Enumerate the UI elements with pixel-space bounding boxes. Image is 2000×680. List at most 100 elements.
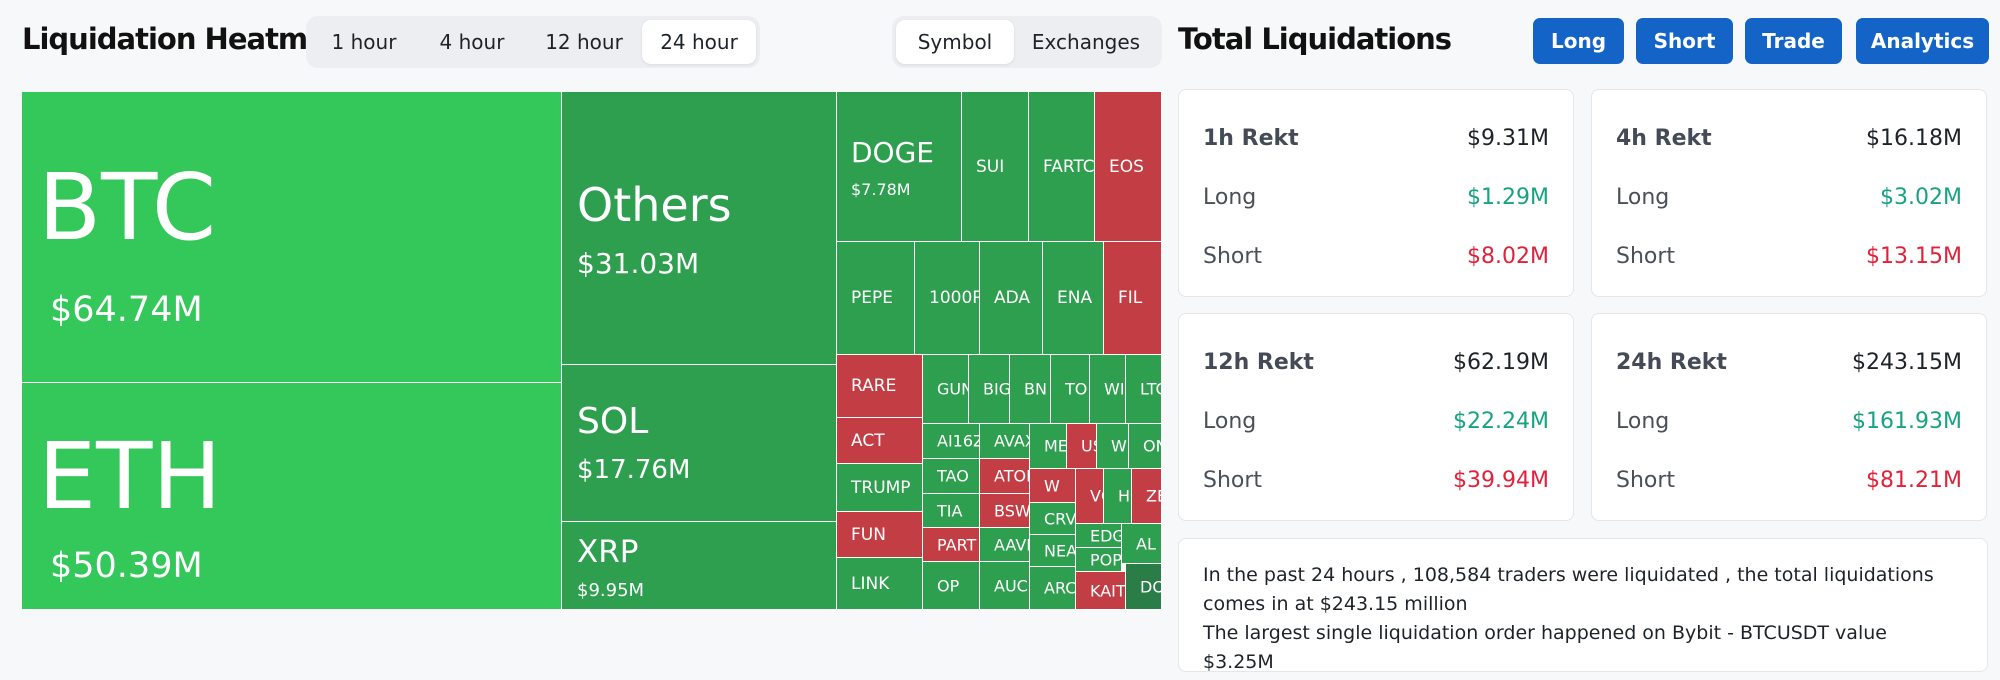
heatmap-tile-near[interactable]: NEAR: [1030, 535, 1076, 567]
heatmap-tile-1000p[interactable]: 1000P: [915, 242, 980, 355]
heatmap-tile-sui[interactable]: SUI: [962, 92, 1029, 242]
heatmap-tile-rare[interactable]: RARE: [837, 355, 923, 418]
tile-symbol: ARC: [1044, 578, 1076, 598]
heatmap-title: Liquidation Heatmap: [22, 22, 346, 56]
tile-symbol: ADA: [994, 288, 1031, 308]
short-button[interactable]: Short: [1636, 18, 1733, 64]
heatmap-tile-tia[interactable]: TIA: [923, 494, 980, 528]
analytics-button[interactable]: Analytics: [1856, 18, 1989, 64]
heatmap-tile-h[interactable]: H: [1104, 469, 1132, 524]
heatmap-tile-btc[interactable]: BTC $64.74M: [22, 92, 562, 383]
heatmap-tile-us[interactable]: US: [1067, 424, 1097, 469]
tile-symbol: LINK: [851, 573, 890, 594]
long-value: $161.93M: [1852, 408, 1962, 434]
tile-symbol: OP: [937, 576, 960, 595]
heatmap-tile-do[interactable]: DO: [1126, 564, 1162, 610]
heatmap-tile-al[interactable]: AL: [1122, 524, 1162, 564]
heatmap-tile-on[interactable]: ON: [1129, 424, 1162, 469]
tab-symbol[interactable]: Symbol: [896, 20, 1014, 64]
heatmap-tile-pepe[interactable]: PEPE: [837, 242, 915, 355]
heatmap-tile-edg[interactable]: EDG: [1076, 524, 1122, 548]
tile-symbol: FIL: [1118, 288, 1143, 308]
heatmap-tile-to[interactable]: TO: [1051, 355, 1090, 424]
time-range-tabs: 1 hour 4 hour 12 hour 24 hour: [306, 16, 760, 68]
heatmap-tile-others[interactable]: Others $31.03M: [562, 92, 837, 365]
heatmap-tile-pop[interactable]: POP: [1076, 548, 1122, 572]
tile-symbol: AAVE: [994, 535, 1029, 554]
heatmap-tile-link[interactable]: LINK: [837, 558, 923, 610]
tile-symbol: VC: [1090, 486, 1103, 506]
heatmap-tile-w[interactable]: W: [1030, 469, 1076, 503]
tile-value: $64.74M: [50, 290, 203, 330]
tile-symbol: POP: [1090, 550, 1122, 569]
tile-symbol: AUC: [994, 576, 1028, 595]
tile-symbol: SUI: [976, 156, 1005, 177]
card-label: 24h Rekt: [1616, 349, 1727, 375]
tile-symbol: AL: [1136, 534, 1156, 553]
heatmap-tile-wi[interactable]: WI: [1090, 355, 1126, 424]
heatmap-tile-w2[interactable]: W: [1097, 424, 1129, 469]
tab-1-hour[interactable]: 1 hour: [331, 30, 397, 54]
long-value: $1.29M: [1467, 184, 1549, 210]
short-value: $8.02M: [1467, 243, 1549, 269]
heatmap-tile-aave[interactable]: AAVE: [980, 528, 1030, 562]
short-value: $13.15M: [1866, 243, 1962, 269]
heatmap-tile-fartc[interactable]: FARTC: [1029, 92, 1095, 242]
long-value: $3.02M: [1880, 184, 1962, 210]
heatmap-tile-ze[interactable]: ZE: [1132, 469, 1162, 524]
heatmap-tile-bsw[interactable]: BSW: [980, 494, 1030, 528]
rekt-card-12h: 12h Rekt $62.19M Long $22.24M Short $39.94M: [1178, 313, 1574, 521]
heatmap-tile-eos[interactable]: EOS: [1095, 92, 1162, 242]
card-label: 12h Rekt: [1203, 349, 1314, 375]
heatmap-tile-op[interactable]: OP: [923, 562, 980, 610]
tile-value: $50.39M: [50, 546, 203, 586]
rekt-card-1h: 1h Rekt $9.31M Long $1.29M Short $8.02M: [1178, 89, 1574, 297]
heatmap-tile-vc[interactable]: VC: [1076, 469, 1104, 524]
trade-button[interactable]: Trade: [1745, 18, 1842, 64]
tile-symbol: AVAX: [994, 431, 1029, 451]
heatmap-tile-fun[interactable]: FUN: [837, 512, 923, 558]
heatmap-tile-ada[interactable]: ADA: [980, 242, 1043, 355]
heatmap-tile-me[interactable]: ME: [1030, 424, 1067, 469]
heatmap-tile-eth[interactable]: ETH $50.39M: [22, 383, 562, 610]
tile-symbol: BSW: [994, 501, 1030, 520]
tile-symbol: TO: [1065, 379, 1088, 399]
card-total: $16.18M: [1866, 125, 1962, 151]
heatmap-tile-auc[interactable]: AUC: [980, 562, 1030, 610]
summary-line-total: In the past 24 hours , 108,584 traders w…: [1203, 564, 1934, 615]
heatmap-tile-fil[interactable]: FIL: [1104, 242, 1162, 355]
tab-12-hour[interactable]: 12 hour: [545, 30, 623, 54]
heatmap-tile-gun[interactable]: GUN: [923, 355, 969, 424]
liquidation-summary: In the past 24 hours , 108,584 traders w…: [1178, 538, 1988, 673]
heatmap-tile-bn[interactable]: BN: [1010, 355, 1051, 424]
heatmap-tile-tao[interactable]: TAO: [923, 459, 980, 494]
tab-exchanges[interactable]: Exchanges: [1031, 30, 1141, 54]
heatmap-tile-ltc[interactable]: LTC: [1126, 355, 1162, 424]
heatmap-tile-crv[interactable]: CRV: [1030, 503, 1076, 535]
heatmap-tile-arc[interactable]: ARC: [1030, 567, 1076, 610]
tab-4-hour[interactable]: 4 hour: [439, 30, 505, 54]
tile-value: $9.95M: [577, 580, 645, 601]
tile-symbol: TAO: [937, 466, 969, 486]
long-value: $22.24M: [1453, 408, 1549, 434]
heatmap-tile-atom[interactable]: ATOM: [980, 459, 1030, 494]
heatmap-tile-ena[interactable]: ENA: [1043, 242, 1104, 355]
heatmap-tile-big[interactable]: BIG: [969, 355, 1010, 424]
heatmap-tile-trump[interactable]: TRUMP: [837, 464, 923, 512]
heatmap-tile-part[interactable]: PART: [923, 528, 980, 562]
heatmap-tile-kait[interactable]: KAIT: [1076, 572, 1126, 610]
view-mode-tabs: Symbol Exchanges: [892, 16, 1162, 68]
tile-symbol: EDG: [1090, 526, 1122, 545]
long-label: Long: [1203, 184, 1257, 210]
heatmap-tile-xrp[interactable]: XRP $9.95M: [562, 522, 837, 610]
heatmap-tile-ai16z[interactable]: AI16Z: [923, 424, 980, 459]
long-button[interactable]: Long: [1533, 18, 1624, 64]
tile-symbol: ENA: [1057, 288, 1093, 308]
heatmap-tile-avax[interactable]: AVAX: [980, 424, 1030, 459]
heatmap-tile-sol[interactable]: SOL $17.76M: [562, 365, 837, 522]
heatmap-tile-doge[interactable]: DOGE $7.78M: [837, 92, 962, 242]
tile-value: $7.78M: [851, 180, 911, 199]
tab-24-hour[interactable]: 24 hour: [642, 20, 756, 64]
heatmap-tile-act[interactable]: ACT: [837, 418, 923, 464]
tile-symbol: TIA: [937, 501, 963, 520]
